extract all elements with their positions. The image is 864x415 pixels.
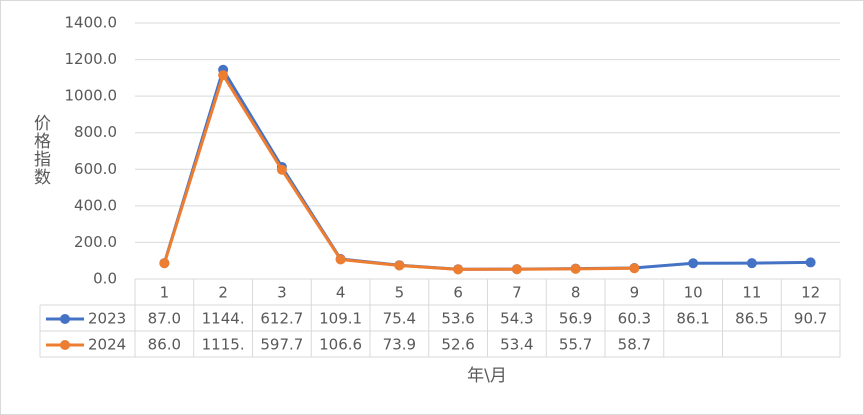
y-axis-title: 价格指数 (30, 114, 51, 186)
y-tick-label: 200.0 (74, 233, 117, 251)
x-axis-title: 年\月 (467, 366, 507, 386)
legend-marker (60, 340, 70, 350)
x-tick-label: 2 (218, 284, 228, 302)
table-value: 1115. (202, 336, 245, 354)
legend-label: 2024 (88, 336, 126, 354)
data-point (746, 258, 757, 269)
table-value: 53.4 (500, 336, 533, 354)
table-value: 106.6 (319, 336, 362, 354)
x-tick-label: 4 (336, 284, 346, 302)
table-value: 55.7 (559, 336, 592, 354)
legend-marker (60, 314, 70, 324)
table-value: 58.7 (618, 336, 651, 354)
table-value: 53.6 (441, 310, 474, 328)
table-value: 87.0 (148, 310, 181, 328)
table-value: 612.7 (260, 310, 303, 328)
table-value: 90.7 (794, 310, 827, 328)
y-tick-label: 1200.0 (65, 50, 118, 68)
table-value: 1144. (202, 310, 245, 328)
legend-label: 2023 (88, 310, 126, 328)
data-point (511, 264, 522, 275)
y-tick-label: 800.0 (74, 123, 117, 141)
x-tick-label: 9 (630, 284, 640, 302)
data-point (805, 257, 816, 268)
table-value: 109.1 (319, 310, 362, 328)
table-value: 86.1 (676, 310, 709, 328)
table-value: 52.6 (441, 336, 474, 354)
table-value: 75.4 (383, 310, 416, 328)
x-tick-label: 8 (571, 284, 581, 302)
table-value: 597.7 (260, 336, 303, 354)
x-tick-label: 1 (160, 284, 170, 302)
data-point (453, 264, 464, 275)
table-value: 86.5 (735, 310, 768, 328)
table-value: 73.9 (383, 336, 416, 354)
y-tick-label: 600.0 (74, 160, 117, 178)
x-tick-label: 5 (395, 284, 405, 302)
x-tick-label: 12 (801, 284, 820, 302)
table-value: 86.0 (148, 336, 181, 354)
data-point (570, 263, 581, 274)
y-tick-label: 0.0 (93, 270, 117, 288)
table-value: 56.9 (559, 310, 592, 328)
y-tick-label: 1000.0 (65, 87, 118, 105)
data-point (159, 258, 170, 269)
data-point (629, 263, 640, 274)
data-point (218, 70, 229, 81)
table-value: 60.3 (618, 310, 651, 328)
data-point (276, 164, 287, 175)
y-tick-label: 400.0 (74, 196, 117, 214)
data-point (394, 260, 405, 271)
x-tick-label: 3 (277, 284, 287, 302)
table-value: 54.3 (500, 310, 533, 328)
x-tick-label: 7 (512, 284, 522, 302)
data-point (688, 258, 699, 269)
data-point (335, 254, 346, 265)
y-tick-label: 1400.0 (65, 14, 118, 32)
x-tick-label: 6 (453, 284, 463, 302)
x-tick-label: 11 (742, 284, 761, 302)
x-tick-label: 10 (684, 284, 703, 302)
